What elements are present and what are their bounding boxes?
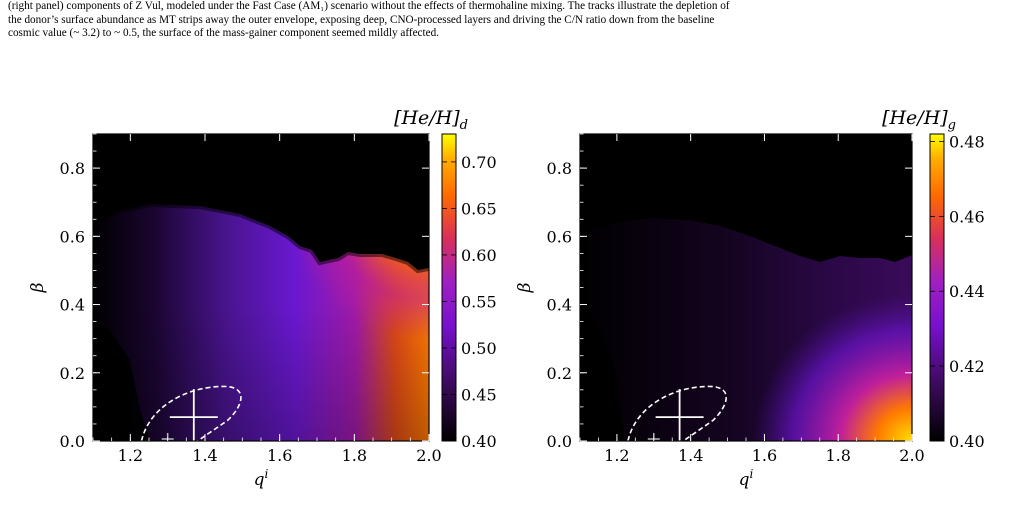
left-xtick-label: 1.6 bbox=[267, 446, 292, 465]
left-ytick-label: 0.8 bbox=[60, 159, 85, 178]
left-colorbar-tick-label: 0.50 bbox=[461, 339, 497, 358]
right-ytick-label: 0.4 bbox=[547, 296, 572, 315]
left-xtick-label: 1.2 bbox=[118, 446, 143, 465]
figure-caption: (right panel) components of Z Vul, model… bbox=[8, 0, 1018, 41]
right-xtick-label: 1.6 bbox=[752, 446, 777, 465]
right-xtick-label: 1.2 bbox=[604, 446, 629, 465]
left-colorbar-tick-label: 0.55 bbox=[461, 292, 497, 311]
left-colorbar-tick-label: 0.60 bbox=[461, 246, 497, 265]
right-xtick-label: 2.0 bbox=[899, 446, 924, 465]
left-ytick-label: 0.4 bbox=[60, 296, 85, 315]
right-ytick-label: 0.8 bbox=[547, 159, 572, 178]
right-colorbar-tick-label: 0.44 bbox=[949, 282, 985, 301]
right-ylabel: β bbox=[515, 282, 535, 293]
left-colorbar-tick-label: 0.65 bbox=[461, 199, 497, 218]
right-colorbar bbox=[929, 133, 945, 442]
right-colorbar-tick-label: 0.42 bbox=[949, 357, 985, 376]
right-dark-wedge bbox=[580, 300, 625, 441]
right-colorbar-tick-label: 0.46 bbox=[949, 207, 985, 226]
left-xlabel-superscript: i bbox=[265, 467, 269, 481]
right-dark-region bbox=[580, 134, 912, 262]
right-colorbar-tick-label: 0.48 bbox=[949, 132, 985, 151]
right-ytick-label: 0.0 bbox=[547, 432, 572, 451]
left-dark-wedge bbox=[93, 320, 150, 441]
left-dark-region bbox=[93, 134, 429, 270]
left-ytick-label: 0.6 bbox=[60, 227, 85, 246]
left-colorbar-tick-label: 0.70 bbox=[461, 153, 497, 172]
right-colorbar-label: [He/H]g bbox=[882, 107, 956, 133]
left-ylabel: β bbox=[28, 282, 48, 293]
left-xlabel: qi bbox=[254, 467, 269, 490]
right-xtick-label: 1.4 bbox=[678, 446, 703, 465]
right-dashed-contour bbox=[627, 385, 727, 442]
left-colorbar-tick-label: 0.40 bbox=[461, 432, 497, 451]
right-chart: 1.2 1.4 1.6 1.8 2.0 0.0 0.2 0.4 0.6 0.8 qi β 0.40 0.4… bbox=[515, 107, 985, 490]
right-ytick-label: 0.2 bbox=[547, 364, 572, 383]
right-xlabel-superscript: i bbox=[750, 467, 754, 481]
left-ytick-label: 0.0 bbox=[60, 432, 85, 451]
left-colorbar-label: [He/H]d bbox=[394, 107, 468, 133]
right-heatmap-panel bbox=[580, 134, 912, 441]
left-chart: 1.2 1.4 1.6 1.8 2.0 0.0 0.2 0.4 0.6 0.8 qi β 0.40 0.4… bbox=[28, 107, 497, 490]
left-xtick-label: 2.0 bbox=[416, 446, 441, 465]
left-ytick-label: 0.2 bbox=[60, 364, 85, 383]
right-ytick-label: 0.6 bbox=[547, 227, 572, 246]
left-heatmap-panel bbox=[93, 134, 429, 441]
caption-line-3: cosmic value (~ 3.2) to ~ 0.5, the surfa… bbox=[8, 27, 439, 40]
right-colorbar-tick-label: 0.40 bbox=[949, 432, 985, 451]
left-xtick-label: 1.4 bbox=[192, 446, 217, 465]
right-xlabel: qi bbox=[739, 467, 754, 490]
left-xtick-label: 1.8 bbox=[342, 446, 367, 465]
left-colorbar bbox=[441, 133, 457, 442]
right-colorbar-label-subscript: g bbox=[948, 118, 956, 133]
left-colorbar-tick-label: 0.45 bbox=[461, 385, 497, 404]
left-dashed-contour bbox=[140, 385, 242, 442]
caption-line-1: (right panel) components of Z Vul, model… bbox=[8, 0, 730, 12]
right-xtick-label: 1.8 bbox=[825, 446, 850, 465]
caption-line-2: the donor’s surface abundance as MT stri… bbox=[8, 13, 715, 26]
left-colorbar-label-subscript: d bbox=[460, 118, 468, 133]
